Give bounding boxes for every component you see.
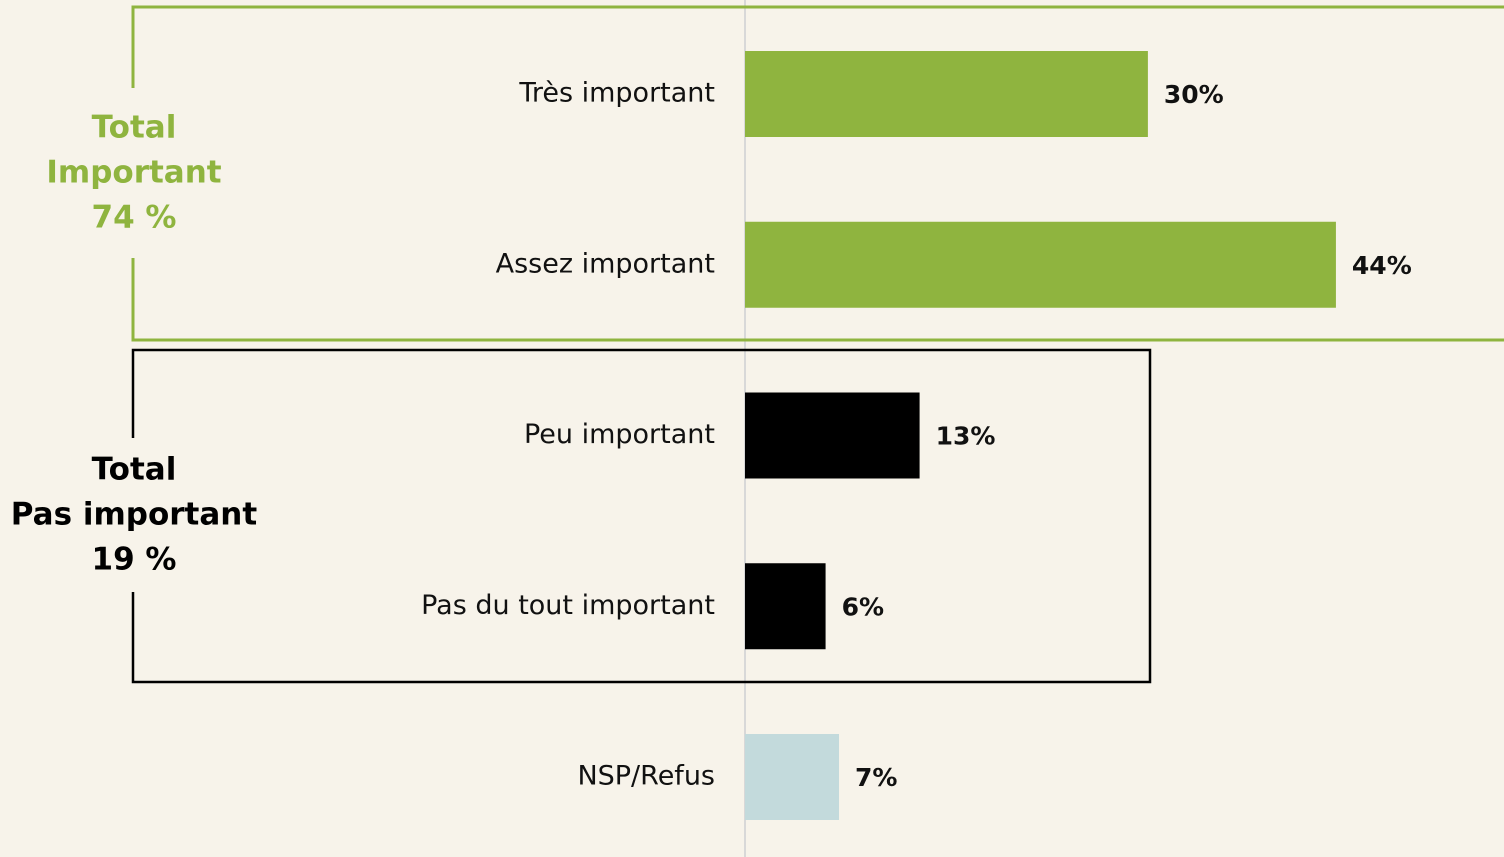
- bar: [745, 51, 1148, 137]
- group-label: Pas important: [11, 497, 258, 533]
- value-label: 44%: [1352, 251, 1412, 280]
- category-label: Assez important: [496, 248, 715, 279]
- group-label: 19 %: [92, 542, 177, 578]
- group-label: Total: [92, 110, 177, 146]
- category-label: Très important: [518, 78, 715, 109]
- group-box-pas-important: [131, 348, 1152, 684]
- value-label: 7%: [855, 763, 897, 792]
- group-label: Important: [46, 155, 221, 191]
- value-label: 13%: [936, 422, 996, 451]
- bar: [745, 734, 840, 820]
- bar: [745, 392, 920, 479]
- bar: [745, 563, 826, 650]
- category-label: Peu important: [524, 419, 715, 450]
- group-label: 74 %: [92, 200, 177, 236]
- group-box-important: [131, 5, 1504, 342]
- value-label: 6%: [842, 592, 884, 621]
- category-label: NSP/Refus: [577, 761, 715, 792]
- bar: [745, 221, 1336, 308]
- category-label: Pas du tout important: [421, 590, 715, 621]
- value-label: 30%: [1164, 80, 1224, 109]
- group-label: Total: [92, 452, 177, 488]
